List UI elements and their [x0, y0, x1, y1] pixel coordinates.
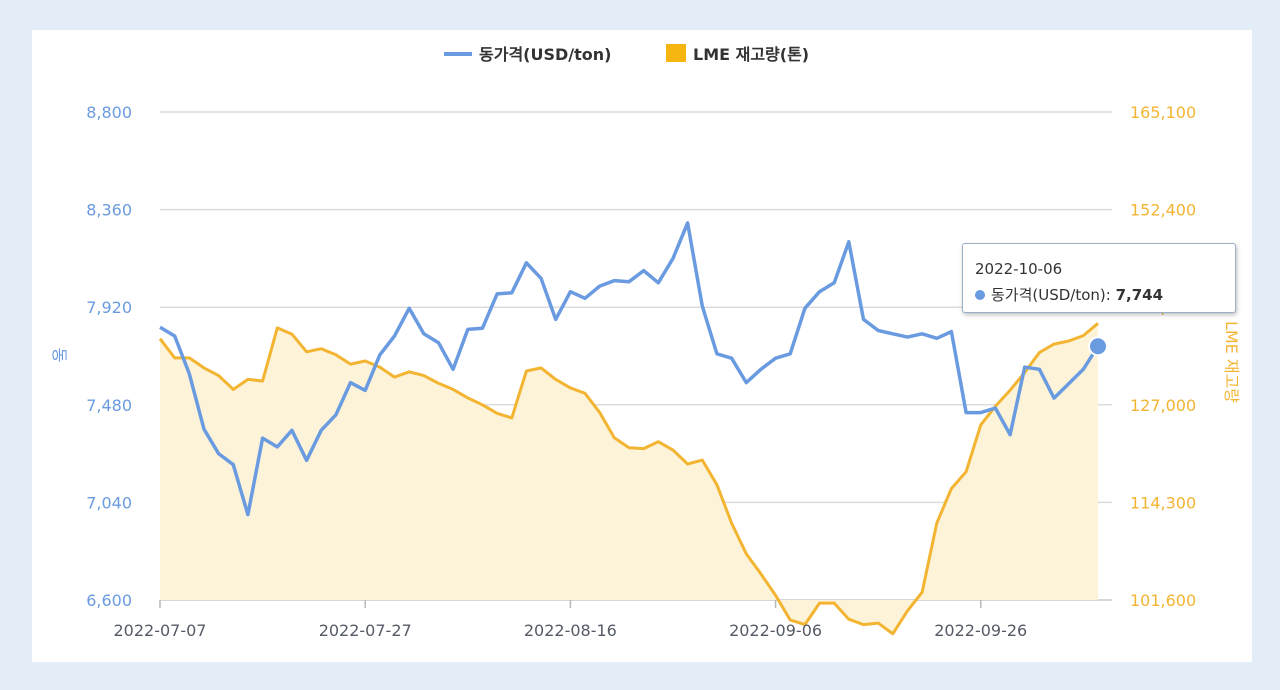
- stock-area-fill: [160, 323, 1098, 634]
- left-tick-label: 7,480: [86, 396, 132, 415]
- legend-stock-label[interactable]: LME 재고량(톤): [693, 45, 809, 64]
- left-tick-label: 8,800: [86, 103, 132, 122]
- price-series-line: [159, 221, 1100, 517]
- right-tick-label: 101,600: [1130, 591, 1196, 610]
- stock-area: [158, 322, 1099, 636]
- x-tick-label: 2022-09-26: [934, 621, 1027, 640]
- x-tick-label: 2022-09-06: [729, 621, 822, 640]
- tooltip-value: 7,744: [1115, 286, 1164, 304]
- left-axis-title: 동: [50, 348, 69, 363]
- right-tick-label: 152,400: [1130, 201, 1196, 220]
- x-tick-label: 2022-07-27: [319, 621, 412, 640]
- left-tick-label: 7,040: [86, 493, 132, 512]
- right-tick-label: 165,100: [1130, 103, 1196, 122]
- tooltip-series-name: 동가격(USD/ton): [991, 286, 1106, 304]
- right-tick-label: 114,300: [1130, 493, 1196, 512]
- stock-series-line: [158, 322, 1099, 636]
- price-line: [159, 221, 1100, 517]
- x-tick-label: 2022-07-07: [114, 621, 207, 640]
- right-tick-label: 127,000: [1130, 396, 1196, 415]
- left-tick-label: 7,920: [86, 298, 132, 317]
- legend: 동가격(USD/ton) LME 재고량(톤): [444, 44, 809, 64]
- right-axis-title: LME 재고량: [1222, 321, 1241, 403]
- hover-point-marker[interactable]: [1088, 336, 1108, 357]
- legend-price-label[interactable]: 동가격(USD/ton): [479, 45, 611, 64]
- left-tick-label: 6,600: [86, 591, 132, 610]
- left-tick-label: 8,360: [86, 201, 132, 220]
- tooltip-row: 동가격(USD/ton): 7,744: [975, 284, 1163, 305]
- x-tick-label: 2022-08-16: [524, 621, 617, 640]
- legend-stock-swatch: [666, 44, 686, 62]
- tooltip: 2022-10-06 동가격(USD/ton): 7,744: [962, 243, 1236, 313]
- tooltip-date: 2022-10-06: [975, 260, 1063, 278]
- tooltip-series-dot: [975, 290, 985, 300]
